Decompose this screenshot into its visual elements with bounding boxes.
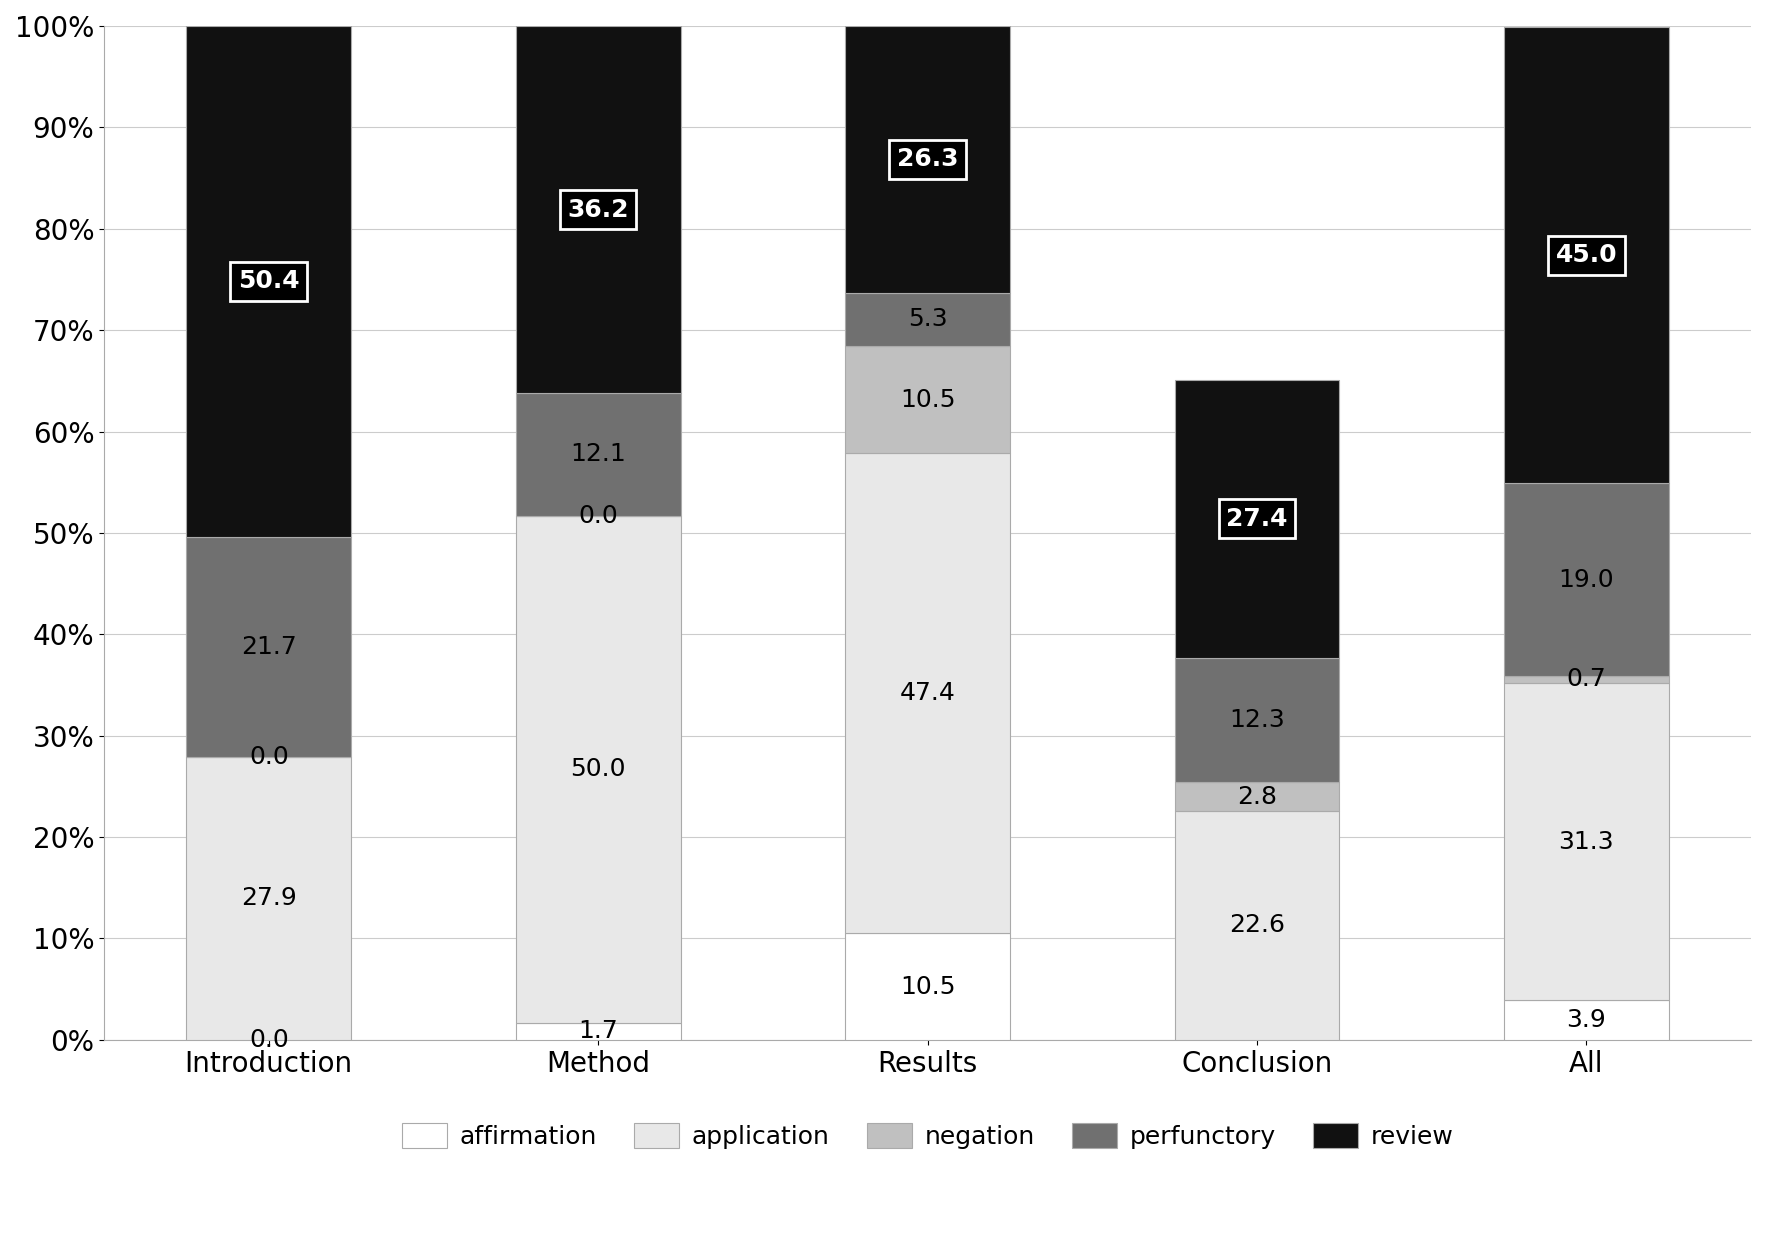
Text: 21.7: 21.7 (240, 635, 297, 659)
Text: 3.9: 3.9 (1566, 1008, 1607, 1033)
Bar (846, 26, 1010, 293)
Text: 22.6: 22.6 (1229, 913, 1286, 937)
Text: 0.0: 0.0 (249, 745, 288, 769)
Bar (516, 26, 680, 393)
Text: 0.7: 0.7 (1566, 668, 1607, 691)
Text: 10.5: 10.5 (901, 387, 955, 412)
Bar (846, 933, 1010, 1040)
Text: 36.2: 36.2 (567, 197, 629, 221)
Bar (846, 453, 1010, 933)
Bar (846, 293, 1010, 346)
Text: 50.0: 50.0 (570, 757, 625, 781)
Text: 5.3: 5.3 (908, 308, 947, 331)
Bar (1505, 1000, 1669, 1040)
Text: 0.0: 0.0 (577, 504, 618, 527)
Bar (1505, 683, 1669, 1000)
Text: 12.1: 12.1 (570, 442, 625, 467)
Text: 27.9: 27.9 (240, 886, 297, 911)
Text: 1.7: 1.7 (577, 1019, 618, 1044)
Bar (846, 346, 1010, 453)
Bar (1505, 27, 1669, 483)
Bar (187, 757, 351, 1040)
Bar (1174, 658, 1339, 782)
Bar (1174, 810, 1339, 1040)
Text: 19.0: 19.0 (1559, 567, 1614, 592)
Text: 50.4: 50.4 (238, 269, 300, 293)
Text: 45.0: 45.0 (1556, 243, 1618, 267)
Text: 2.8: 2.8 (1236, 784, 1277, 808)
Bar (187, 26, 351, 537)
Text: 31.3: 31.3 (1559, 830, 1614, 854)
Bar (516, 1023, 680, 1040)
Bar (1505, 483, 1669, 676)
Text: 0.0: 0.0 (249, 1028, 288, 1052)
Bar (516, 393, 680, 516)
Text: 26.3: 26.3 (897, 148, 959, 171)
Bar (516, 516, 680, 1023)
Bar (1174, 380, 1339, 658)
Text: 12.3: 12.3 (1229, 707, 1286, 732)
Text: 10.5: 10.5 (901, 974, 955, 999)
Bar (187, 537, 351, 757)
Bar (1174, 782, 1339, 810)
Text: 47.4: 47.4 (899, 681, 955, 705)
Legend: affirmation, application, negation, perfunctory, review: affirmation, application, negation, perf… (392, 1113, 1464, 1159)
Bar (1505, 676, 1669, 683)
Text: 27.4: 27.4 (1226, 506, 1287, 531)
